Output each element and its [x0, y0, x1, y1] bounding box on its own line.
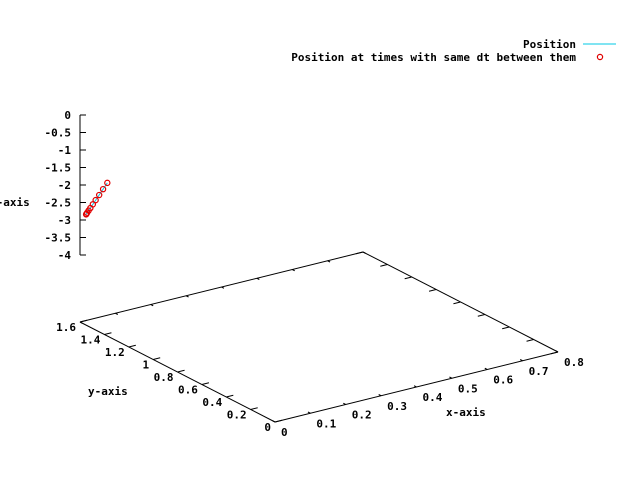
z-tick-label: -3.5: [45, 232, 72, 245]
z-axis-label: z-axis: [0, 196, 30, 209]
y-tick-label: 0.6: [178, 384, 198, 397]
x-tick-mark: [343, 402, 346, 405]
y-tick-mark-back: [526, 339, 534, 342]
x-tick-mark-back: [362, 251, 366, 254]
z-tick-label: -2: [58, 179, 71, 192]
x-tick-mark: [449, 376, 453, 379]
series-line-position: [85, 182, 108, 215]
x-tick-mark-back: [327, 260, 331, 263]
y-tick-mark: [128, 344, 136, 348]
x-axis-label: x-axis: [446, 406, 486, 419]
y-tick-label: 0: [264, 421, 271, 434]
y-ticks: 0 0.2 0.4 0.6 0.8 1 1.2 1.4 1.6: [56, 251, 559, 434]
z-ticks: 0 -0.5 -1 -1.5 -2 -2.5 -3 -3.5 -4: [45, 109, 86, 262]
legend-sample-marker: [596, 53, 604, 61]
y-tick-mark-back: [477, 314, 485, 317]
y-tick-label: 1.6: [56, 321, 76, 334]
y-tick-mark: [201, 382, 210, 385]
x-tick-mark-back: [185, 295, 189, 298]
z-tick-label: -2.5: [45, 197, 72, 210]
x-tick-mark-back: [221, 286, 225, 289]
y-tick-mark-back: [404, 276, 412, 280]
y-tick-mark: [226, 394, 234, 398]
y-tick-mark-back: [428, 289, 437, 292]
x-tick-mark-back: [256, 277, 260, 280]
y-tick-label: 0.2: [227, 409, 247, 422]
x-tick-label: 0: [281, 426, 288, 439]
y-tick-label: 0.4: [202, 396, 222, 409]
z-tick-label: -1: [58, 144, 72, 157]
y-tick-mark: [250, 407, 258, 410]
y-tick-mark-back: [380, 264, 388, 267]
data-point: [82, 211, 90, 218]
x-tick-mark-back: [115, 312, 119, 315]
y-tick-mark-back: [453, 301, 461, 305]
z-tick-label: 0: [64, 109, 71, 122]
x-tick-label: 0.8: [564, 356, 584, 369]
z-tick-label: -1.5: [45, 162, 72, 175]
x-ticks: 0 0.1 0.2 0.3 0.4 0.5 0.6 0.7 0.8: [79, 251, 584, 439]
y-tick-label: 1: [143, 359, 150, 372]
x-tick-mark: [484, 367, 488, 370]
y-tick-mark: [274, 419, 283, 423]
z-tick-label: -0.5: [45, 127, 72, 140]
x-tick-mark: [519, 359, 523, 362]
x-tick-label: 0.4: [423, 391, 443, 404]
data-point: [104, 179, 111, 187]
x-tick-mark-back: [292, 269, 295, 272]
x-tick-label: 0.3: [387, 400, 407, 413]
y-tick-mark: [79, 319, 88, 323]
y-tick-mark-back: [550, 351, 559, 355]
y-tick-mark: [153, 357, 161, 360]
x-tick-mark: [272, 420, 276, 423]
x-tick-mark: [378, 394, 382, 397]
y-tick-mark: [177, 369, 185, 373]
data-point: [92, 196, 99, 204]
x-tick-label: 0.6: [493, 374, 513, 387]
data-point: [95, 191, 103, 199]
z-tick-label: -3: [58, 214, 71, 227]
y-tick-label: 0.8: [154, 371, 174, 384]
x-tick-mark-back: [150, 304, 154, 307]
y-tick-mark-back: [355, 251, 364, 255]
x-tick-label: 0.1: [316, 417, 336, 430]
legend-label-1: Position at times with same dt between t…: [291, 51, 576, 64]
y-tick-mark-back: [502, 326, 510, 330]
y-tick-label: 1.2: [105, 346, 125, 359]
y-tick-label: 1.4: [81, 334, 101, 347]
y-axis-label: y-axis: [88, 385, 128, 398]
z-tick-label: -4: [58, 249, 72, 262]
y-tick-mark: [104, 332, 112, 335]
x-tick-mark: [413, 385, 417, 388]
x-tick-label: 0.5: [458, 382, 478, 395]
plot-area: [82, 179, 111, 218]
x-tick-label: 0.2: [352, 409, 372, 422]
base-plane: [79, 251, 559, 423]
x-tick-label: 0.7: [529, 365, 549, 378]
legend-label-0: Position: [523, 38, 576, 51]
data-point: [99, 185, 107, 193]
legend: Position Position at times with same dt …: [291, 38, 616, 64]
x-tick-mark: [307, 411, 311, 414]
